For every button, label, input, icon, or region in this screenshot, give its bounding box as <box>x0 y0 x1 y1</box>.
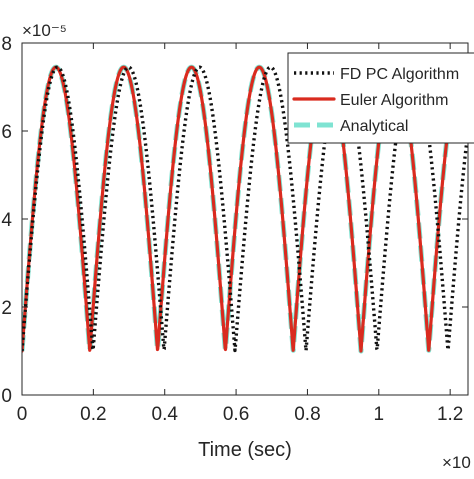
y-tick-label: 0 <box>1 386 12 407</box>
x-exponent-label: ×10 <box>442 453 471 472</box>
y-exponent-label: ×10⁻⁵ <box>22 21 67 40</box>
x-tick-label: 0 <box>17 404 28 425</box>
y-tick-label: 8 <box>1 34 12 55</box>
x-tick-label: 0.6 <box>223 404 249 425</box>
legend-label-euler-algorithm: Euler Algorithm <box>340 92 449 109</box>
y-tick-label: 4 <box>1 210 12 231</box>
axes: 0 0.2 0.4 0.6 0.8 1 1.2 0 2 4 6 8 ×10⁻⁵ ×10 Time (sec) <box>1 21 470 472</box>
x-tick-label: 0.8 <box>294 404 320 425</box>
x-tick-label: 1.2 <box>437 404 463 425</box>
x-tick-label: 0.4 <box>152 404 179 425</box>
x-axis-title: Time (sec) <box>198 439 292 461</box>
legend: FD PC Algorithm Euler Algorithm Analytical <box>287 52 474 144</box>
y-tick-label: 2 <box>1 298 12 319</box>
series-line-fd-pc-algorithm <box>22 65 468 353</box>
y-tick-label: 6 <box>1 122 12 143</box>
legend-label-fd-pc-algorithm: FD PC Algorithm <box>340 66 459 83</box>
x-tick-label: 1 <box>374 404 385 425</box>
x-tick-label: 0.2 <box>80 404 106 425</box>
legend-label-analytical: Analytical <box>340 118 408 135</box>
